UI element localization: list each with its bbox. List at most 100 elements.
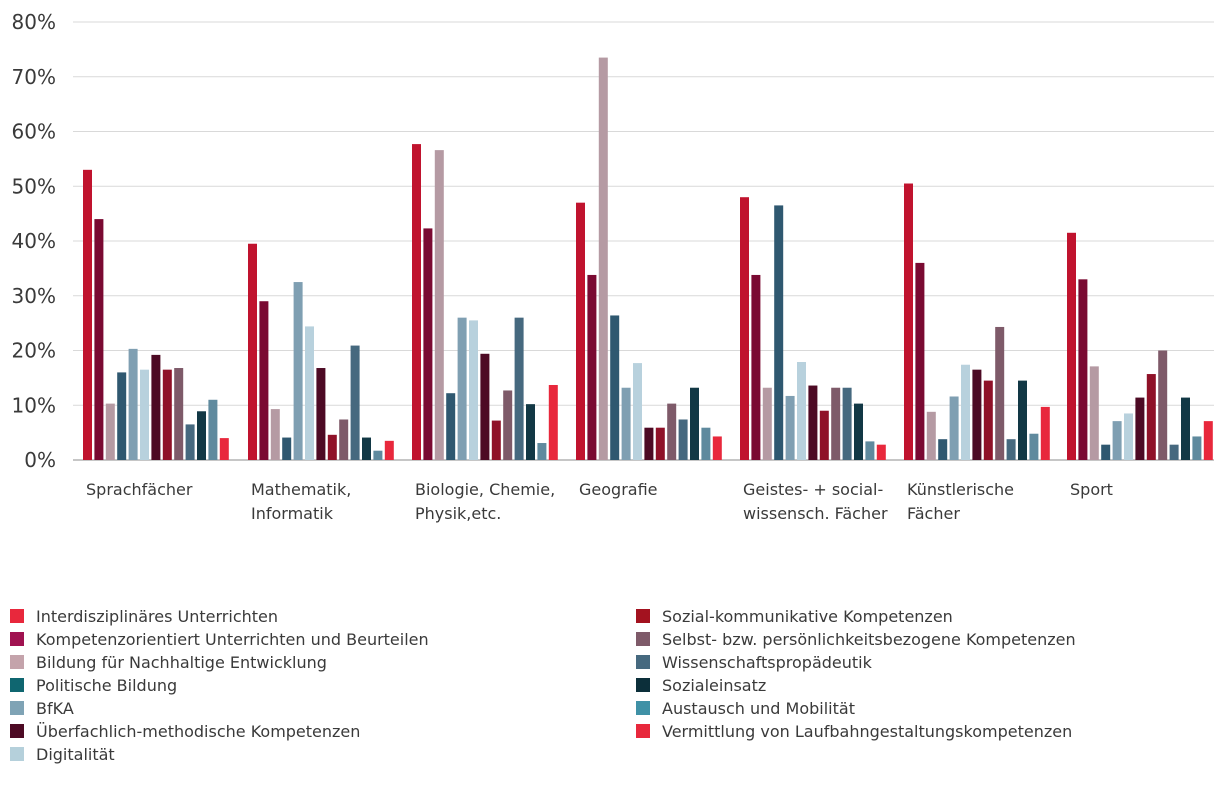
legend: Interdisziplinäres Unterrichten Kompetenz… bbox=[10, 605, 1210, 785]
bar bbox=[1203, 421, 1213, 460]
legend-swatch bbox=[10, 701, 24, 715]
bar bbox=[655, 427, 665, 460]
legend-item: Sozialeinsatz bbox=[636, 674, 766, 696]
legend-swatch bbox=[10, 747, 24, 761]
legend-item: Austausch und Mobilität bbox=[636, 697, 855, 719]
legend-label: Bildung für Nachhaltige Entwicklung bbox=[36, 652, 327, 672]
legend-swatch bbox=[10, 655, 24, 669]
bar bbox=[526, 404, 535, 460]
legend-label: Sozial-kommunikative Kompetenzen bbox=[662, 606, 953, 626]
bar bbox=[983, 380, 993, 460]
bar bbox=[633, 363, 642, 460]
bar bbox=[1192, 436, 1202, 460]
x-tick-label: Physik,etc. bbox=[415, 504, 501, 523]
bar bbox=[938, 439, 948, 460]
bar bbox=[491, 420, 501, 460]
bar bbox=[762, 387, 772, 460]
legend-swatch bbox=[10, 724, 24, 738]
x-tick-label: Informatik bbox=[251, 504, 334, 523]
x-tick-label: wissensch. Fächer bbox=[743, 504, 888, 523]
legend-label: Digitalität bbox=[36, 744, 115, 764]
bar bbox=[350, 345, 360, 460]
bar bbox=[1181, 397, 1190, 460]
bar bbox=[598, 57, 608, 461]
legend-label: Wissenschaftspropädeutik bbox=[662, 652, 872, 672]
bar bbox=[819, 410, 829, 460]
x-tick-label: Sprachfächer bbox=[86, 480, 193, 499]
bar bbox=[690, 387, 699, 460]
bar bbox=[316, 368, 326, 460]
bar bbox=[1006, 439, 1016, 460]
x-axis-labels: Sprachfächer Mathematik, Informatik Biologi… bbox=[86, 480, 1113, 523]
legend-label: Sozialeinsatz bbox=[662, 675, 767, 695]
y-tick-label: 10% bbox=[12, 393, 56, 417]
bar bbox=[1101, 444, 1111, 460]
bar bbox=[293, 282, 303, 460]
bar bbox=[576, 202, 585, 461]
bar bbox=[514, 317, 524, 460]
bar bbox=[105, 403, 115, 460]
bar bbox=[327, 434, 337, 460]
bar bbox=[128, 348, 138, 460]
legend-item: Selbst- bzw. persönlichkeitsbezogene Kom… bbox=[636, 628, 1076, 650]
x-tick-label: Fächer bbox=[907, 504, 960, 523]
bar bbox=[678, 419, 688, 460]
x-tick-label: Sport bbox=[1070, 480, 1113, 499]
legend-label: Überfachlich-methodische Kompetenzen bbox=[36, 721, 361, 741]
y-tick-label: 40% bbox=[12, 229, 56, 253]
bar-chart: 0% 10% 20% 30% 40% 50% 60% 70% 80% Sprachfächer M… bbox=[12, 10, 1214, 523]
bar bbox=[469, 320, 478, 460]
bar bbox=[162, 369, 172, 460]
bar bbox=[854, 403, 863, 460]
legend-swatch bbox=[636, 701, 650, 715]
bar bbox=[1018, 380, 1027, 460]
bar bbox=[1135, 397, 1145, 460]
bar bbox=[876, 444, 886, 460]
legend-swatch bbox=[10, 609, 24, 623]
x-tick-label: Geografie bbox=[579, 480, 658, 499]
bar bbox=[423, 228, 433, 460]
legend-label: Kompetenzorientiert Unterrichten und Beu… bbox=[36, 629, 429, 649]
y-axis-ticks: 0% 10% 20% 30% 40% 50% 60% 70% 80% bbox=[12, 10, 56, 472]
y-tick-label: 30% bbox=[12, 284, 56, 308]
legend-item: Vermittlung von Laufbahngestaltungskompe… bbox=[636, 720, 1072, 742]
y-tick-label: 20% bbox=[12, 339, 56, 363]
bar bbox=[701, 427, 711, 460]
legend-item: Wissenschaftspropädeutik bbox=[636, 651, 872, 673]
bar bbox=[434, 150, 444, 461]
bar bbox=[949, 396, 959, 460]
bar bbox=[972, 369, 982, 460]
bar bbox=[785, 395, 795, 460]
legend-item: Digitalität bbox=[10, 743, 115, 765]
legend-label: Interdisziplinäres Unterrichten bbox=[36, 606, 279, 626]
bar bbox=[915, 262, 925, 460]
bar bbox=[362, 437, 371, 460]
y-tick-label: 80% bbox=[12, 10, 56, 34]
legend-swatch bbox=[10, 632, 24, 646]
bar bbox=[904, 183, 913, 460]
x-tick-label: Geistes- + social- bbox=[743, 480, 883, 499]
bar bbox=[197, 411, 206, 460]
y-tick-label: 70% bbox=[12, 65, 56, 89]
bar bbox=[117, 372, 127, 460]
legend-swatch bbox=[636, 724, 650, 738]
legend-label: Austausch und Mobilität bbox=[662, 698, 855, 718]
bar bbox=[174, 368, 184, 460]
x-tick-label: Biologie, Chemie, bbox=[415, 480, 555, 499]
legend-item: Politische Bildung bbox=[10, 674, 177, 696]
bar bbox=[712, 436, 722, 460]
bar bbox=[185, 424, 195, 460]
legend-item: BfKA bbox=[10, 697, 74, 719]
bar bbox=[1078, 279, 1088, 460]
bar bbox=[751, 274, 761, 460]
bar bbox=[644, 427, 654, 460]
bar bbox=[587, 274, 597, 460]
y-tick-label: 0% bbox=[24, 448, 56, 472]
bar bbox=[831, 387, 841, 460]
legend-item: Bildung für Nachhaltige Entwicklung bbox=[10, 651, 327, 673]
legend-label: BfKA bbox=[36, 698, 74, 718]
legend-item: Kompetenzorientiert Unterrichten und Beu… bbox=[10, 628, 429, 650]
bar bbox=[208, 399, 218, 460]
bar bbox=[1029, 433, 1039, 460]
bar bbox=[1089, 366, 1099, 460]
